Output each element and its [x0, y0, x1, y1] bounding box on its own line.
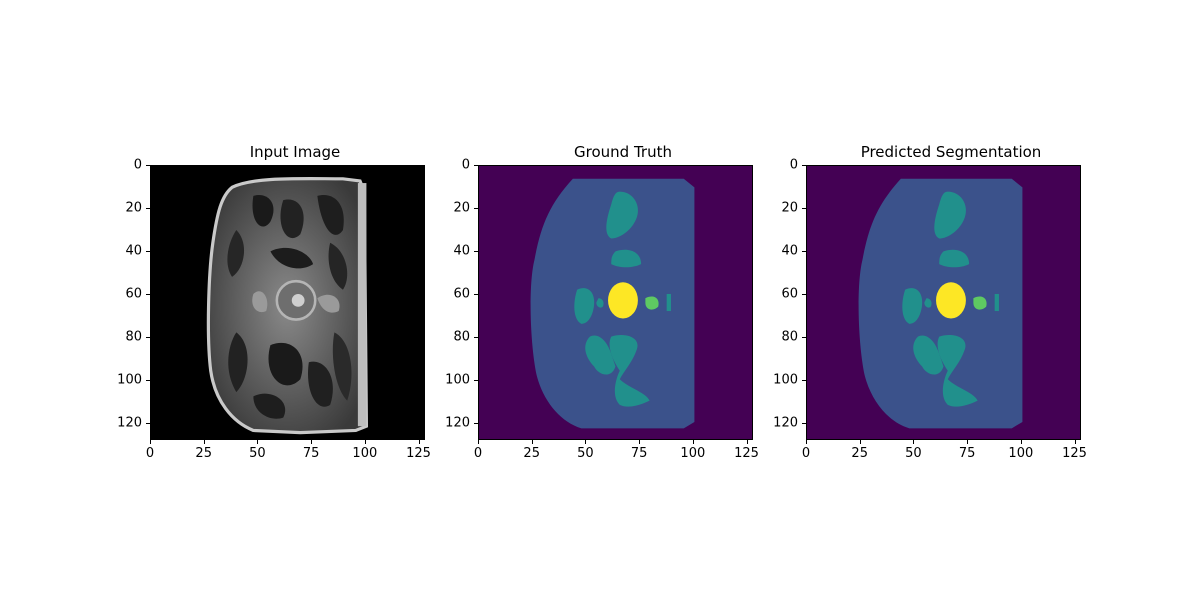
y-tick-mark — [802, 422, 806, 424]
x-tick-label: 50 — [249, 446, 266, 461]
y-tick-mark — [802, 293, 806, 295]
y-tick-label: 0 — [789, 157, 798, 173]
x-tick-mark — [639, 440, 641, 444]
y-tick-mark — [802, 250, 806, 252]
y-tick-label: 120 — [773, 415, 798, 431]
y-tick-label: 40 — [125, 243, 142, 259]
x-tick-label: 125 — [1062, 446, 1087, 461]
y-tick-label: 20 — [125, 200, 142, 216]
x-tick-label: 75 — [958, 446, 976, 461]
x-tick-mark — [364, 440, 366, 444]
x-tick-label: 75 — [302, 446, 320, 461]
y-tick-label: 100 — [117, 372, 142, 388]
y-tick-label: 100 — [445, 372, 470, 388]
y-tick-label: 40 — [781, 243, 798, 259]
x-tick-mark — [150, 440, 151, 444]
y-tick-mark — [474, 379, 478, 381]
y-tick-label: 120 — [117, 415, 142, 431]
y-tick-mark — [146, 422, 150, 424]
x-tick-label: 25 — [523, 446, 540, 461]
x-tick-mark — [806, 440, 807, 444]
y-tick-label: 60 — [125, 286, 142, 302]
y-tick-label: 80 — [453, 329, 470, 345]
x-tick-label: 0 — [801, 446, 811, 461]
y-tick-mark — [146, 207, 150, 209]
x-tick-label: 25 — [851, 446, 868, 461]
x-tick-label: 25 — [195, 446, 212, 461]
x-tick-mark — [585, 440, 587, 444]
y-tick-mark — [474, 207, 478, 209]
y-tick-label: 100 — [773, 372, 798, 388]
y-tick-mark — [474, 293, 478, 295]
y-tick-mark — [146, 379, 150, 381]
x-tick-label: 125 — [406, 446, 431, 461]
panel-title: Ground Truth — [574, 143, 672, 161]
y-tick-mark — [474, 165, 478, 166]
y-tick-mark — [146, 336, 150, 338]
predicted-segmentation-mask — [807, 166, 1080, 439]
y-tick-mark — [474, 422, 478, 424]
y-tick-label: 120 — [445, 415, 470, 431]
x-tick-mark — [859, 440, 861, 444]
y-tick-label: 80 — [125, 329, 142, 345]
x-tick-label: 0 — [145, 446, 155, 461]
ground-truth-mask — [479, 166, 752, 439]
x-tick-label: 100 — [1008, 446, 1034, 461]
predicted-segmentation-plot — [806, 165, 1081, 440]
x-tick-label: 50 — [905, 446, 922, 461]
ground-truth-plot — [478, 165, 753, 440]
y-tick-mark — [146, 250, 150, 252]
y-tick-mark — [802, 379, 806, 381]
x-tick-mark — [692, 440, 694, 444]
y-tick-mark — [146, 293, 150, 295]
x-tick-label: 50 — [577, 446, 594, 461]
x-tick-mark — [746, 440, 748, 444]
y-tick-mark — [802, 207, 806, 209]
x-tick-mark — [478, 440, 479, 444]
y-tick-label: 20 — [781, 200, 798, 216]
panel-ground-truth: Ground Truth 0 20 40 60 80 100 120 0 25 50 75 100 12… — [445, 140, 778, 470]
x-tick-label: 0 — [473, 446, 483, 461]
x-tick-label: 100 — [680, 446, 706, 461]
panel-predicted-segmentation: Predicted Segmentation 0 20 40 60 80 100 120 0 2… — [773, 140, 1106, 470]
x-tick-mark — [311, 440, 313, 444]
x-tick-mark — [1074, 440, 1076, 444]
panel-input-image: Input Image — [117, 140, 450, 470]
x-tick-label: 100 — [352, 446, 378, 461]
x-tick-mark — [967, 440, 969, 444]
y-tick-label: 20 — [453, 200, 470, 216]
x-tick-mark — [257, 440, 259, 444]
y-tick-label: 0 — [133, 157, 142, 173]
x-tick-mark — [1020, 440, 1022, 444]
y-tick-label: 60 — [453, 286, 470, 302]
y-tick-label: 80 — [781, 329, 798, 345]
panel-title: Predicted Segmentation — [860, 143, 1042, 161]
input-image-plot — [150, 165, 425, 440]
x-tick-mark — [203, 440, 205, 444]
y-tick-mark — [802, 336, 806, 338]
y-tick-mark — [474, 336, 478, 338]
mri-image — [151, 166, 424, 439]
y-tick-label: 40 — [453, 243, 470, 259]
panel-title: Input Image — [249, 143, 341, 161]
x-tick-mark — [913, 440, 915, 444]
x-tick-label: 75 — [630, 446, 648, 461]
y-tick-mark — [146, 165, 150, 166]
y-tick-label: 60 — [781, 286, 798, 302]
y-tick-label: 0 — [461, 157, 470, 173]
y-tick-mark — [474, 250, 478, 252]
x-tick-mark — [531, 440, 533, 444]
x-tick-label: 125 — [734, 446, 759, 461]
x-tick-mark — [418, 440, 420, 444]
y-tick-mark — [802, 165, 806, 166]
